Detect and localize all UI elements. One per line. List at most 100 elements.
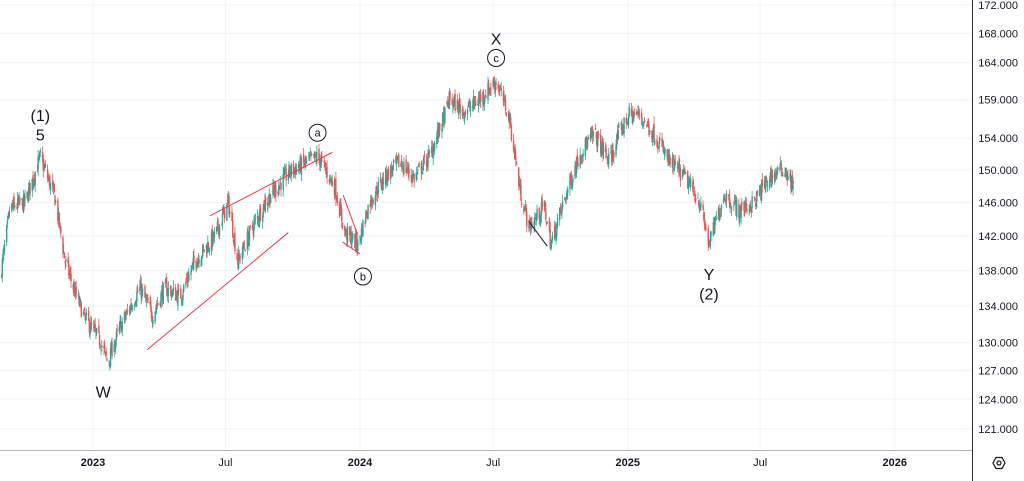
candle-body: [272, 184, 274, 195]
candle-body: [733, 205, 735, 207]
candle-body: [170, 290, 172, 298]
candle-body: [377, 181, 379, 194]
price-axis[interactable]: 172.000168.000164.000159.000154.000150.0…: [978, 0, 1018, 436]
candle-body: [415, 172, 418, 181]
candle-body: [26, 191, 28, 198]
candle: [447, 96, 449, 108]
candle: [65, 256, 67, 268]
candle: [403, 157, 405, 176]
settings-button[interactable]: [992, 456, 1006, 470]
candle-body: [227, 195, 230, 200]
candle: [324, 159, 326, 171]
candle: [561, 203, 563, 220]
candle-body: [354, 233, 356, 249]
candle: [146, 293, 148, 300]
candle-body: [523, 206, 525, 213]
wave-label-circle: [308, 123, 327, 142]
candle: [54, 199, 57, 204]
candle-body: [643, 119, 646, 123]
candle: [524, 199, 527, 212]
candle-body: [664, 148, 666, 153]
candle: [407, 161, 409, 179]
candle: [677, 162, 679, 169]
candle: [582, 149, 584, 162]
candle-body: [662, 145, 664, 147]
candle: [150, 296, 152, 313]
candle-body: [758, 189, 761, 196]
candle-body: [790, 176, 793, 192]
candle-body: [411, 174, 414, 179]
trendline[interactable]: [342, 194, 358, 234]
candle: [633, 108, 636, 119]
candle-body: [78, 297, 80, 305]
candle: [652, 124, 655, 139]
candle-body: [591, 128, 594, 137]
candle: [323, 157, 325, 168]
candle-body: [746, 209, 748, 212]
candle: [360, 222, 363, 246]
candle: [729, 199, 731, 214]
candle-body: [361, 225, 363, 237]
candle: [169, 285, 172, 296]
candle: [115, 328, 118, 346]
candle-body: [74, 287, 76, 297]
candle: [545, 221, 548, 226]
candle-body: [427, 152, 429, 167]
candle: [538, 206, 540, 225]
candle: [559, 207, 561, 227]
candle-body: [499, 86, 502, 90]
candle: [712, 217, 715, 237]
candle: [155, 299, 158, 315]
candle-body: [457, 101, 459, 113]
candle: [43, 158, 45, 170]
candle-body: [123, 312, 126, 320]
trendline[interactable]: [209, 151, 333, 217]
candle: [268, 187, 270, 207]
candle-body: [253, 219, 256, 224]
candle: [329, 174, 331, 186]
candle: [44, 160, 47, 169]
candle-body: [738, 206, 741, 223]
candle-body: [105, 351, 107, 356]
candle: [472, 89, 475, 112]
candle-body: [360, 227, 363, 240]
candle: [684, 171, 687, 174]
candle-body: [248, 226, 251, 241]
candle-body: [707, 228, 709, 245]
candle-body: [687, 182, 690, 190]
candle-body: [326, 167, 328, 178]
candle: [641, 118, 644, 129]
candle: [34, 171, 36, 192]
candle-body: [756, 191, 758, 196]
trendline[interactable]: [342, 241, 361, 255]
candle-body: [642, 122, 644, 125]
trendlines[interactable]: [146, 151, 548, 351]
candle-body: [221, 224, 223, 226]
trendline[interactable]: [528, 221, 548, 247]
candle-body: [169, 286, 172, 290]
trendline[interactable]: [146, 232, 289, 351]
candle-body: [539, 219, 541, 221]
candle-body: [232, 239, 235, 243]
candle: [722, 194, 725, 205]
candle: [438, 122, 440, 139]
candle: [59, 222, 61, 232]
candle: [502, 85, 505, 107]
candle-body: [579, 154, 581, 168]
candle-body: [386, 179, 388, 184]
candle-body: [244, 250, 246, 252]
candle: [713, 216, 715, 235]
candle-body: [54, 201, 57, 203]
candle-body: [280, 182, 282, 190]
candle-body: [452, 99, 455, 104]
candle: [730, 202, 732, 209]
candle: [5, 224, 8, 247]
time-axis[interactable]: 2023 Jul 2024 Jul 2025 Jul 2026: [81, 457, 907, 469]
candle: [493, 76, 495, 85]
candle: [688, 175, 690, 188]
candle: [510, 113, 512, 129]
candle: [380, 177, 382, 191]
candle: [246, 227, 249, 256]
candle: [262, 203, 265, 218]
